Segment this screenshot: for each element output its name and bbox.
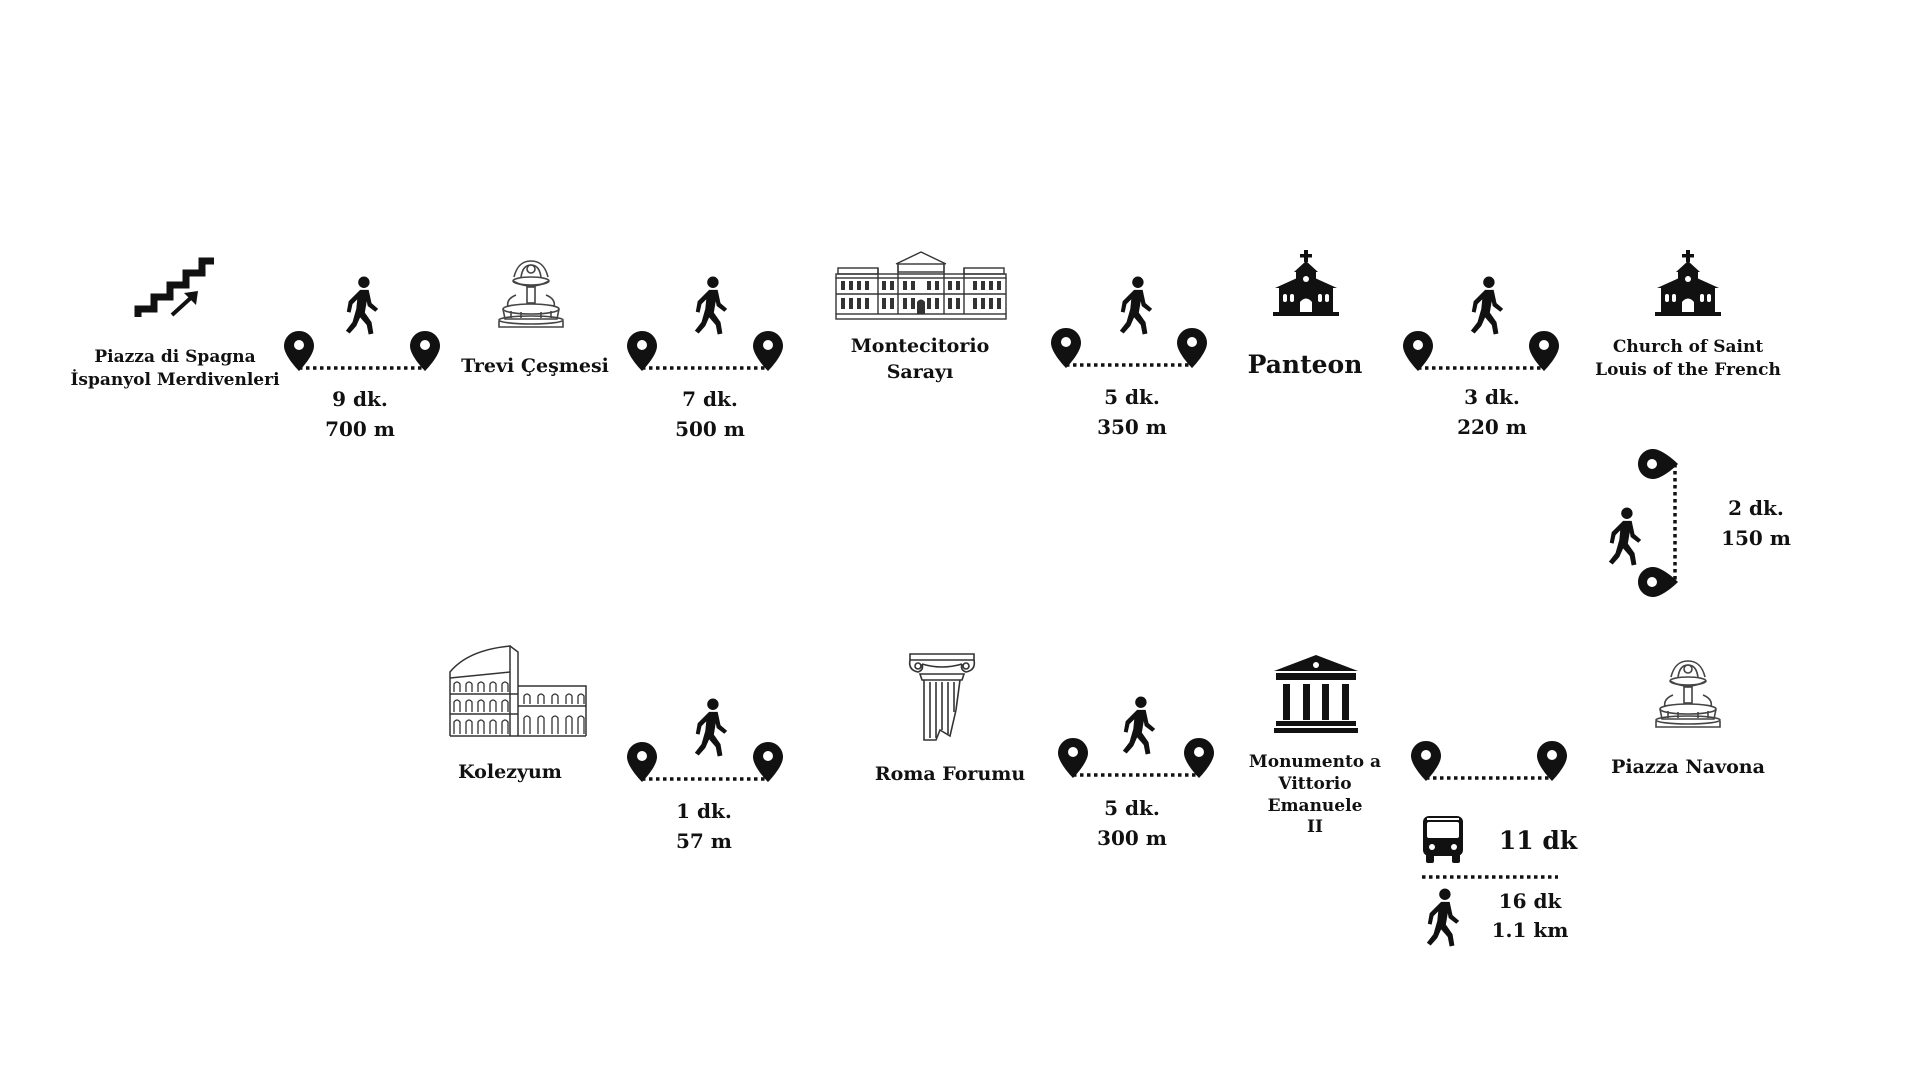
- route-segment: [1411, 741, 1571, 789]
- leg-5-info: 2 dk. 150 m: [1721, 496, 1791, 550]
- fountain-icon: [496, 255, 566, 335]
- landmark-label-vittorio-emanuele: Monumento a Vittorio Emanuele II: [1248, 752, 1382, 838]
- walking-icon: [343, 276, 381, 336]
- end-pin-icon: [753, 331, 783, 371]
- end-pin-icon: [1529, 331, 1559, 371]
- walking-icon: [692, 698, 730, 758]
- landmark-label-piazza-di-spagna: Piazza di Spagna İspanyol Merdivenleri: [70, 347, 280, 390]
- route-segment: [1622, 446, 1712, 606]
- landmark-label-roma-forumu: Roma Forumu: [874, 763, 1026, 785]
- start-pin-icon: [1411, 741, 1441, 781]
- end-pin-icon: [410, 331, 440, 371]
- start-pin-icon: [284, 331, 314, 371]
- walking-icon: [1117, 276, 1155, 336]
- route-segment: [1051, 328, 1211, 376]
- walking-icon: [1468, 276, 1506, 336]
- colosseum-icon: [448, 642, 588, 738]
- end-pin-icon: [1184, 738, 1214, 778]
- leg-3-info: 5 dk. 350 m: [1097, 385, 1167, 439]
- stairs-icon: [134, 255, 216, 321]
- church-icon: [1655, 250, 1721, 316]
- start-pin-icon: [627, 331, 657, 371]
- walking-icon: [1120, 696, 1158, 756]
- end-pin-icon: [753, 742, 783, 782]
- monument-icon: [1274, 655, 1358, 735]
- route-segment: [284, 331, 444, 379]
- leg-8-info: 1 dk. 57 m: [676, 799, 732, 853]
- walking-icon: [692, 276, 730, 336]
- landmark-label-piazza-navona: Piazza Navona: [1611, 756, 1765, 778]
- walking-icon: [1606, 507, 1644, 567]
- landmark-label-saint-louis: Church of Saint Louis of the French: [1595, 337, 1781, 380]
- leg-6-bus-time: 11 dk: [1498, 826, 1578, 855]
- walking-icon: [1424, 888, 1462, 948]
- leg-2-info: 7 dk. 500 m: [675, 387, 745, 441]
- landmark-label-kolezyum: Kolezyum: [458, 761, 562, 783]
- route-segment: [627, 742, 787, 790]
- route-segment: [627, 331, 787, 379]
- end-pin-icon: [1638, 567, 1678, 597]
- leg-7-info: 5 dk. 300 m: [1097, 796, 1167, 850]
- bus-icon: [1423, 816, 1463, 864]
- landmark-label-montecitorio: Montecitorio Sarayı: [850, 335, 990, 383]
- church-icon: [1273, 250, 1339, 316]
- start-pin-icon: [627, 742, 657, 782]
- leg-1-info: 9 dk. 700 m: [325, 387, 395, 441]
- end-pin-icon: [1537, 741, 1567, 781]
- start-pin-icon: [1638, 449, 1678, 479]
- fountain-icon: [1653, 655, 1723, 735]
- column-icon: [906, 650, 978, 742]
- start-pin-icon: [1058, 738, 1088, 778]
- start-pin-icon: [1051, 328, 1081, 368]
- route-segment: [1403, 331, 1563, 379]
- route-divider: [1422, 874, 1562, 880]
- leg-6-walk-info: 16 dk 1.1 km: [1491, 889, 1569, 942]
- route-segment: [1058, 738, 1218, 786]
- leg-4-info: 3 dk. 220 m: [1457, 385, 1527, 439]
- start-pin-icon: [1403, 331, 1433, 371]
- end-pin-icon: [1177, 328, 1207, 368]
- palace-icon: [835, 250, 1007, 320]
- landmark-label-trevi: Trevi Çeşmesi: [461, 355, 609, 377]
- landmark-label-panteon: Panteon: [1247, 350, 1363, 379]
